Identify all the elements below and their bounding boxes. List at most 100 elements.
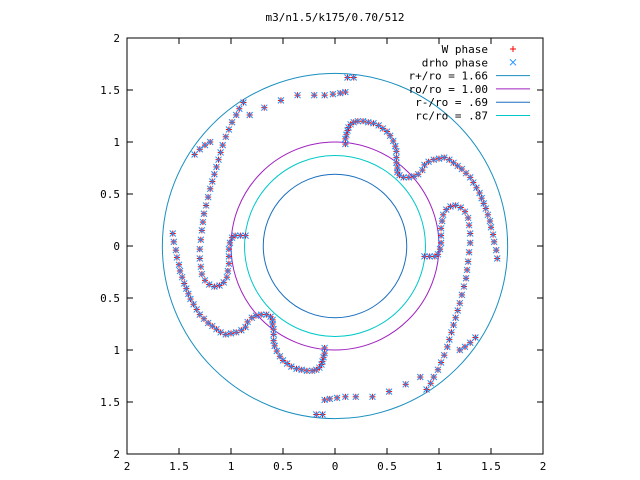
drho-phase-point-59 xyxy=(308,367,316,375)
drho-phase-point-152 xyxy=(442,206,450,213)
drho-phase-point-158 xyxy=(465,221,473,229)
drho-phase-point-182 xyxy=(277,97,285,104)
drho-phase-point-148 xyxy=(437,232,445,239)
drho-phase-point-91 xyxy=(193,306,201,313)
drho-phase-point-40 xyxy=(473,184,480,192)
drho-phase-point-192 xyxy=(402,380,410,388)
reference-circles xyxy=(161,72,509,420)
drho-phase-point-97 xyxy=(178,273,186,281)
drho-phase-point-147 xyxy=(437,239,445,247)
drho-phase-point-141 xyxy=(240,99,247,106)
drho-phase-point-168 xyxy=(454,307,462,314)
drho-phase-point-65 xyxy=(279,357,287,364)
drho-phase-point-102 xyxy=(170,238,178,246)
drho-phase-point-123 xyxy=(197,236,205,244)
drho-phase-point-159 xyxy=(466,230,474,237)
drho-phase-point-169 xyxy=(452,314,459,322)
drho-phase-point-45 xyxy=(484,211,492,219)
drho-phase-point-204 xyxy=(319,411,326,418)
y-tick-label-7: 1.5 xyxy=(100,396,120,409)
drho-phase-point-12 xyxy=(379,125,387,132)
drho-phase-point-35 xyxy=(454,162,462,170)
legend-label-5: rc/ro = .87 xyxy=(415,110,488,123)
y-tick-label-1: 1.5 xyxy=(100,84,120,97)
drho-phase-point-62 xyxy=(293,365,300,373)
drho-phase-point-174 xyxy=(440,351,448,359)
drho-phase-point-157 xyxy=(464,214,472,222)
drho-phase-point-92 xyxy=(190,300,197,308)
drho-phase-point-30 xyxy=(430,156,438,164)
drho-phase-point-61 xyxy=(298,366,306,374)
drho-phase-point-116 xyxy=(211,283,218,290)
y-tick-label-6: 1 xyxy=(113,344,120,357)
drho-phase-point-143 xyxy=(426,253,433,260)
drho-phase-point-2 xyxy=(343,131,350,139)
drho-phase-point-60 xyxy=(303,367,311,375)
drho-phase-point-10 xyxy=(370,119,377,127)
drho-phase-point-124 xyxy=(198,227,206,234)
x-tick-label-7: 1.5 xyxy=(481,460,501,473)
drho-phase-point-181 xyxy=(294,91,301,99)
drho-phase-point-112 xyxy=(224,267,232,275)
drho-phase-point-183 xyxy=(260,104,268,112)
drho-phase-point-0 xyxy=(342,140,349,148)
y-tick-label-3: 0.5 xyxy=(100,188,120,201)
drho-phase-point-100 xyxy=(173,254,181,261)
drho-phase-point-94 xyxy=(185,290,192,298)
legend-label-0: W phase xyxy=(442,43,488,56)
drho-phase-point-71 xyxy=(270,325,277,333)
data-points xyxy=(169,74,501,418)
drho-phase-point-67 xyxy=(273,347,281,355)
circle-r-3 xyxy=(244,155,426,337)
drho-phase-point-172 xyxy=(446,336,453,343)
drho-phase-point-196 xyxy=(466,339,474,347)
drho-phase-point-149 xyxy=(437,224,445,232)
drho-phase-point-137 xyxy=(225,126,233,133)
drho-phase-point-105 xyxy=(237,232,244,239)
drho-phase-point-108 xyxy=(226,239,234,247)
drho-phase-point-87 xyxy=(208,322,216,330)
drho-phase-point-175 xyxy=(437,359,445,366)
drho-phase-point-44 xyxy=(482,205,490,212)
legend-label-1: drho phase xyxy=(422,56,488,69)
drho-phase-point-52 xyxy=(321,344,328,352)
drho-phase-point-95 xyxy=(182,285,190,292)
drho-phase-point-110 xyxy=(225,253,233,260)
drho-phase-point-81 xyxy=(238,326,245,334)
circle-r-1 xyxy=(230,141,440,351)
drho-phase-point-38 xyxy=(466,174,474,181)
drho-phase-point-167 xyxy=(456,299,464,307)
drho-phase-point-24 xyxy=(405,174,413,181)
drho-phase-point-176 xyxy=(434,366,442,374)
drho-phase-point-165 xyxy=(460,283,468,290)
drho-phase-point-187 xyxy=(196,145,204,153)
drho-phase-point-23 xyxy=(400,174,407,181)
drho-phase-point-99 xyxy=(175,261,183,269)
y-tick-label-4: 0 xyxy=(113,240,120,253)
drho-phase-point-156 xyxy=(461,208,469,216)
drho-phase-point-166 xyxy=(458,291,466,299)
drho-phase-point-86 xyxy=(213,325,220,333)
drho-phase-point-206 xyxy=(326,395,334,403)
y-tick-label-8: 2 xyxy=(113,448,120,461)
drho-phase-point-205 xyxy=(312,411,320,418)
drho-phase-point-180 xyxy=(310,91,318,99)
drho-phase-point-195 xyxy=(461,343,469,351)
drho-phase-point-162 xyxy=(464,258,472,265)
drho-phase-point-18 xyxy=(393,154,400,161)
drho-phase-point-170 xyxy=(450,321,457,329)
drho-phase-point-46 xyxy=(486,217,494,225)
drho-phase-point-128 xyxy=(204,193,212,201)
drho-phase-point-154 xyxy=(452,202,459,209)
legend-label-4: r-/ro = .69 xyxy=(415,96,488,109)
drho-phase-point-186 xyxy=(201,141,209,149)
drho-phase-point-164 xyxy=(462,274,470,282)
drho-phase-point-8 xyxy=(359,117,367,125)
drho-phase-point-161 xyxy=(465,248,473,256)
drho-phase-point-79 xyxy=(244,318,251,326)
drho-phase-point-48 xyxy=(489,231,497,238)
drho-phase-point-76 xyxy=(257,311,265,318)
x-tick-label-1: 1.5 xyxy=(169,460,189,473)
drho-phase-point-29 xyxy=(425,158,432,166)
drho-phase-point-98 xyxy=(176,267,184,275)
